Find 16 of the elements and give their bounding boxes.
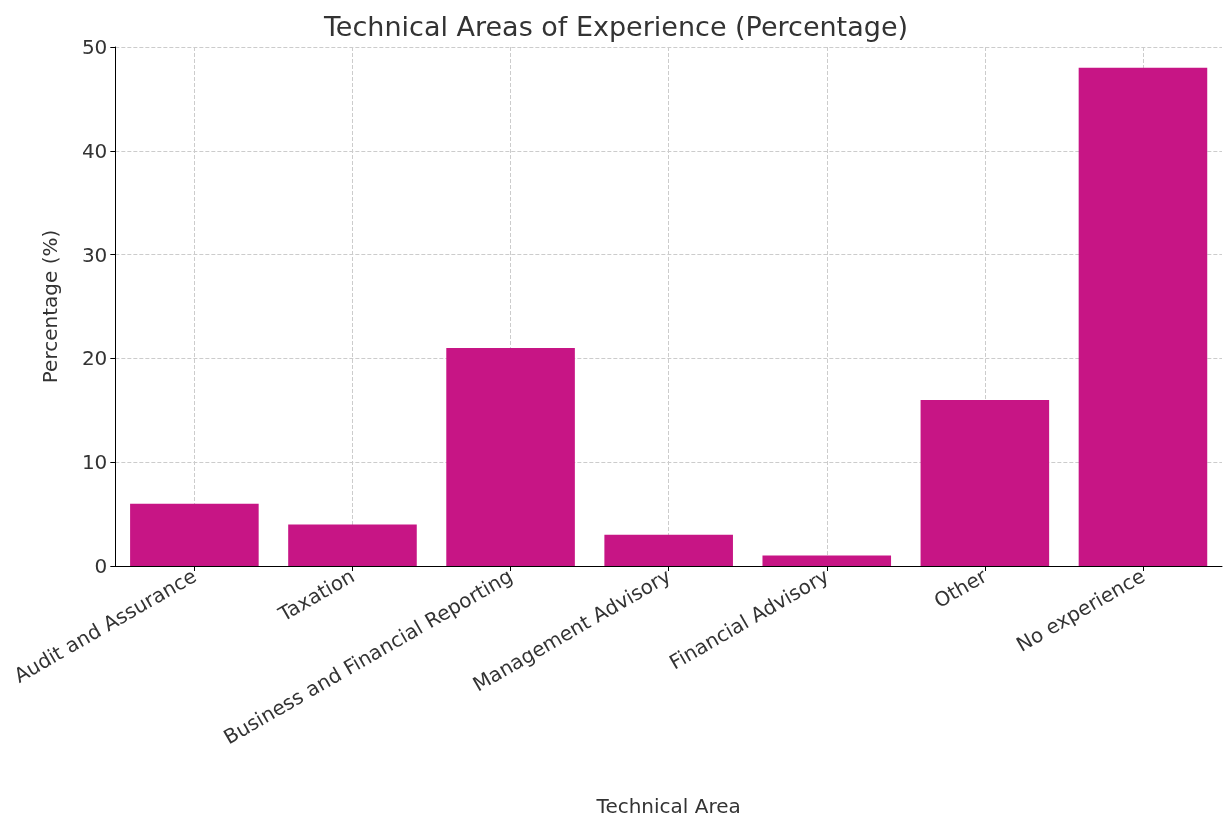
x-axis-title: Technical Area <box>595 794 741 818</box>
bar <box>130 503 259 566</box>
bar <box>288 524 417 566</box>
y-tick-label: 20 <box>81 346 108 371</box>
bar <box>604 534 733 566</box>
bar <box>1078 67 1208 566</box>
bar <box>762 555 892 566</box>
bar <box>446 348 575 566</box>
y-tick-label: 50 <box>81 35 108 59</box>
y-axis-title: Percentage (%) <box>38 229 63 384</box>
y-tick-label: 0 <box>94 554 108 578</box>
y-tick-label: 30 <box>81 242 108 267</box>
chart-title: Technical Areas of Experience (Percentage) <box>322 11 909 42</box>
y-tick-label: 10 <box>81 450 108 475</box>
bar <box>920 399 1050 566</box>
y-tick-label: 40 <box>81 138 108 163</box>
